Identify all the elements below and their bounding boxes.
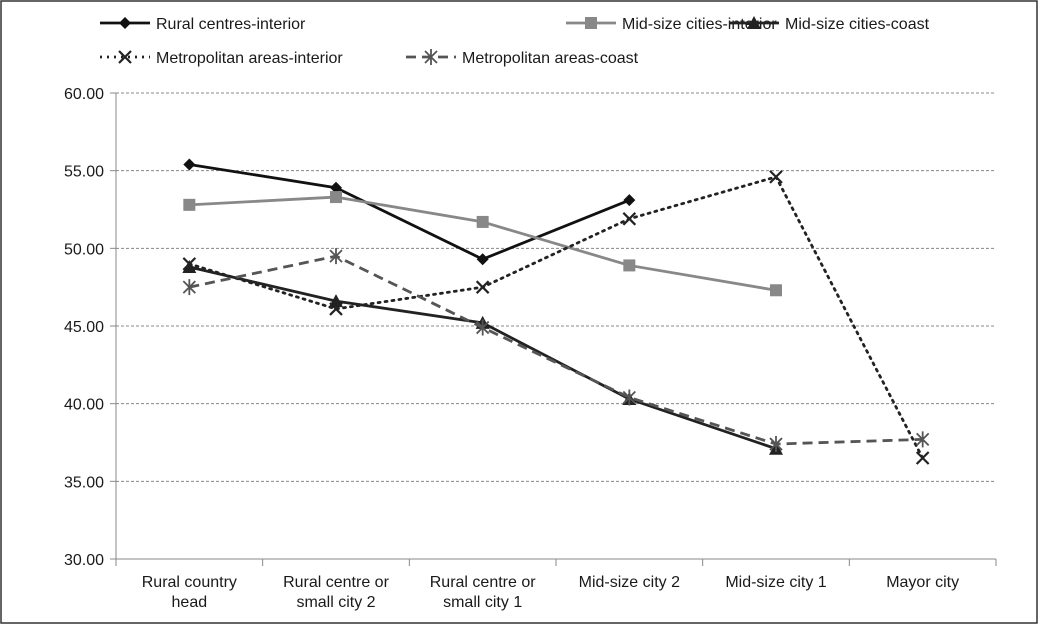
y-tick-label: 60.00 xyxy=(64,86,104,103)
data-point-shape xyxy=(915,451,930,465)
legend-item: Metropolitan areas-coast xyxy=(406,49,639,67)
data-point xyxy=(476,215,489,228)
x-tick-label: Rural country head xyxy=(142,574,237,611)
data-point xyxy=(916,431,930,448)
legend-swatch-marker xyxy=(747,16,761,29)
data-point xyxy=(770,284,782,297)
legend-item: Rural centres-interior xyxy=(100,16,306,33)
data-point-shape xyxy=(476,253,489,266)
legend-label: Metropolitan areas-interior xyxy=(156,50,343,67)
series-line-2 xyxy=(189,265,777,451)
data-point xyxy=(182,259,197,273)
data-point xyxy=(622,389,636,406)
series-line-1 xyxy=(189,195,777,292)
data-point-shape xyxy=(769,436,783,453)
legend-label: Metropolitan areas-coast xyxy=(462,50,639,67)
data-point-shape xyxy=(622,212,637,226)
y-tick-label: 45.00 xyxy=(64,319,104,336)
data-point xyxy=(330,191,342,204)
x-tick-label-line: small city 2 xyxy=(296,594,375,611)
data-point xyxy=(769,436,783,453)
data-point-shape xyxy=(623,194,636,207)
x-tick-label-line: head xyxy=(172,594,208,611)
x-tick-label-line: Rural centre or xyxy=(430,574,536,591)
data-point xyxy=(183,158,196,171)
data-point-shape xyxy=(183,198,196,211)
data-point xyxy=(623,259,636,272)
x-tick-label-line: Mid-size city 2 xyxy=(579,574,680,591)
legend-item: Mid-size cities-interior xyxy=(566,16,777,33)
data-point-shape xyxy=(330,191,342,204)
legend-label: Mid-size cities-interior xyxy=(622,16,777,33)
data-point-shape xyxy=(769,170,783,184)
y-tick-label: 40.00 xyxy=(64,397,104,414)
data-point-shape xyxy=(476,319,490,336)
legend-item: Mid-size cities-coast xyxy=(729,16,930,33)
x-tick-label-line: Rural centre or xyxy=(283,574,389,591)
data-point xyxy=(476,319,490,336)
legend-swatch-marker xyxy=(119,17,131,29)
data-point-shape xyxy=(330,181,342,194)
x-tick-label: Rural centre or small city 2 xyxy=(283,574,389,611)
data-point xyxy=(329,302,343,316)
data-point-shape xyxy=(182,259,197,273)
series-line-0 xyxy=(189,163,630,261)
x-tick-label: Mayor city xyxy=(886,574,959,591)
legend-swatch-marker-shape xyxy=(118,50,132,64)
y-tick-label: 55.00 xyxy=(64,164,104,181)
data-point-shape xyxy=(475,280,490,294)
x-tick-label: Mid-size city 2 xyxy=(579,574,680,591)
data-point xyxy=(329,248,343,265)
y-tick-label: 50.00 xyxy=(64,241,104,258)
data-point xyxy=(622,212,637,226)
legend-swatch-marker xyxy=(585,17,597,29)
y-tick-label: 35.00 xyxy=(64,474,104,491)
x-tick-label-line: Mayor city xyxy=(886,574,959,591)
legend-label: Rural centres-interior xyxy=(156,16,306,33)
series-line-3 xyxy=(187,175,925,460)
data-point xyxy=(182,257,197,271)
x-tick-label-line: Rural country xyxy=(142,574,237,591)
legend-swatch-marker xyxy=(118,50,132,64)
data-point-shape xyxy=(329,302,343,316)
data-point-shape xyxy=(182,257,197,271)
legend-swatch-marker-shape xyxy=(424,49,438,65)
legend-item: Metropolitan areas-interior xyxy=(100,50,343,67)
data-point xyxy=(182,279,196,296)
data-point xyxy=(183,198,196,211)
data-point-shape xyxy=(182,279,196,296)
x-tick-label-line: Mid-size city 1 xyxy=(725,574,826,591)
x-tick-label: Mid-size city 1 xyxy=(725,574,826,591)
y-tick-label: 30.00 xyxy=(64,552,104,569)
data-point xyxy=(475,280,490,294)
data-point-shape xyxy=(770,284,782,297)
legend-swatch-marker-shape xyxy=(747,16,761,29)
x-tick-label: Rural centre or small city 1 xyxy=(430,574,536,611)
data-point xyxy=(476,253,489,266)
legend-swatch-marker-shape xyxy=(119,17,131,29)
legend-label: Mid-size cities-coast xyxy=(785,16,930,33)
data-point xyxy=(769,170,783,184)
data-point-shape xyxy=(183,158,196,171)
data-point xyxy=(330,181,342,194)
legend-swatch-marker xyxy=(424,49,438,65)
data-point-shape xyxy=(916,431,930,448)
x-tick-label-line: small city 1 xyxy=(443,594,522,611)
data-point-shape xyxy=(623,259,636,272)
data-point xyxy=(623,194,636,207)
legend-swatch-marker-shape xyxy=(585,17,597,29)
series-line-4 xyxy=(189,254,923,446)
data-point-shape xyxy=(476,215,489,228)
data-point-shape xyxy=(329,248,343,265)
data-point xyxy=(915,451,930,465)
data-point-shape xyxy=(622,389,636,406)
